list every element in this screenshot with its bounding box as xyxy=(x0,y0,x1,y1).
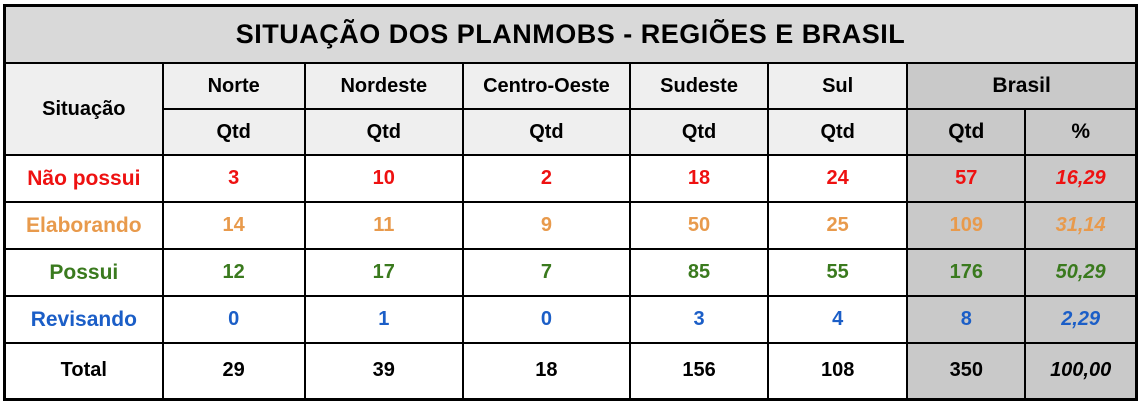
total-value-cell: 39 xyxy=(303,342,464,400)
planmobs-status-table: SITUAÇÃO DOS PLANMOBS - REGIÕES E BRASIL… xyxy=(3,4,1138,401)
total-value-cell: 18 xyxy=(461,342,632,400)
qtd-header-brasil: Qtd xyxy=(906,108,1027,156)
col-header-norte: Norte xyxy=(161,62,306,110)
row-label: Não possui xyxy=(3,154,164,203)
value-cell: 50 xyxy=(628,201,770,250)
value-cell: 1 xyxy=(303,295,464,344)
table-row-nao-possui: Não possui 3 10 2 18 24 57 16,29 xyxy=(3,154,1138,203)
brasil-qtd-cell: 57 xyxy=(906,154,1027,203)
value-cell: 4 xyxy=(767,295,909,344)
value-cell: 0 xyxy=(161,295,306,344)
row-label: Possui xyxy=(3,248,164,297)
brasil-qtd-cell: 109 xyxy=(906,201,1027,250)
value-cell: 17 xyxy=(303,248,464,297)
total-value-cell: 108 xyxy=(767,342,909,400)
qtd-header-norte: Qtd xyxy=(161,108,306,156)
brasil-pct-cell: 31,14 xyxy=(1024,201,1138,250)
col-header-nordeste: Nordeste xyxy=(303,62,464,110)
qtd-header-sul: Qtd xyxy=(767,108,909,156)
value-cell: 9 xyxy=(461,201,632,250)
pct-header-brasil: % xyxy=(1024,108,1138,156)
brasil-pct-cell: 16,29 xyxy=(1024,154,1138,203)
value-cell: 12 xyxy=(161,248,306,297)
total-value-cell: 156 xyxy=(628,342,770,400)
total-value-cell: 29 xyxy=(161,342,306,400)
qtd-header-sudeste: Qtd xyxy=(628,108,770,156)
brasil-qtd-cell: 176 xyxy=(906,248,1027,297)
total-label: Total xyxy=(3,342,164,400)
col-header-situacao: Situação xyxy=(3,62,164,156)
col-header-brasil: Brasil xyxy=(906,62,1138,110)
col-header-centro-oeste: Centro-Oeste xyxy=(461,62,632,110)
value-cell: 14 xyxy=(161,201,306,250)
brasil-pct-cell: 50,29 xyxy=(1024,248,1138,297)
value-cell: 0 xyxy=(461,295,632,344)
col-header-sul: Sul xyxy=(767,62,909,110)
value-cell: 24 xyxy=(767,154,909,203)
situacao-planmobs-table: SITUAÇÃO DOS PLANMOBS - REGIÕES E BRASIL… xyxy=(3,4,1138,401)
value-cell: 3 xyxy=(161,154,306,203)
value-cell: 11 xyxy=(303,201,464,250)
row-label: Elaborando xyxy=(3,201,164,250)
value-cell: 25 xyxy=(767,201,909,250)
brasil-qtd-cell: 8 xyxy=(906,295,1027,344)
value-cell: 55 xyxy=(767,248,909,297)
col-header-sudeste: Sudeste xyxy=(628,62,770,110)
qtd-header-centro-oeste: Qtd xyxy=(461,108,632,156)
qtd-header-nordeste: Qtd xyxy=(303,108,464,156)
table-row-revisando: Revisando 0 1 0 3 4 8 2,29 xyxy=(3,295,1138,344)
value-cell: 85 xyxy=(628,248,770,297)
row-label: Revisando xyxy=(3,295,164,344)
value-cell: 18 xyxy=(628,154,770,203)
table-row-elaborando: Elaborando 14 11 9 50 25 109 31,14 xyxy=(3,201,1138,250)
table-title: SITUAÇÃO DOS PLANMOBS - REGIÕES E BRASIL xyxy=(3,4,1138,64)
value-cell: 2 xyxy=(461,154,632,203)
value-cell: 10 xyxy=(303,154,464,203)
brasil-total-pct-cell: 100,00 xyxy=(1024,342,1138,400)
brasil-pct-cell: 2,29 xyxy=(1024,295,1138,344)
value-cell: 3 xyxy=(628,295,770,344)
table-row-possui: Possui 12 17 7 85 55 176 50,29 xyxy=(3,248,1138,297)
table-row-total: Total 29 39 18 156 108 350 100,00 xyxy=(3,342,1138,400)
value-cell: 7 xyxy=(461,248,632,297)
brasil-total-qtd-cell: 350 xyxy=(906,342,1027,400)
